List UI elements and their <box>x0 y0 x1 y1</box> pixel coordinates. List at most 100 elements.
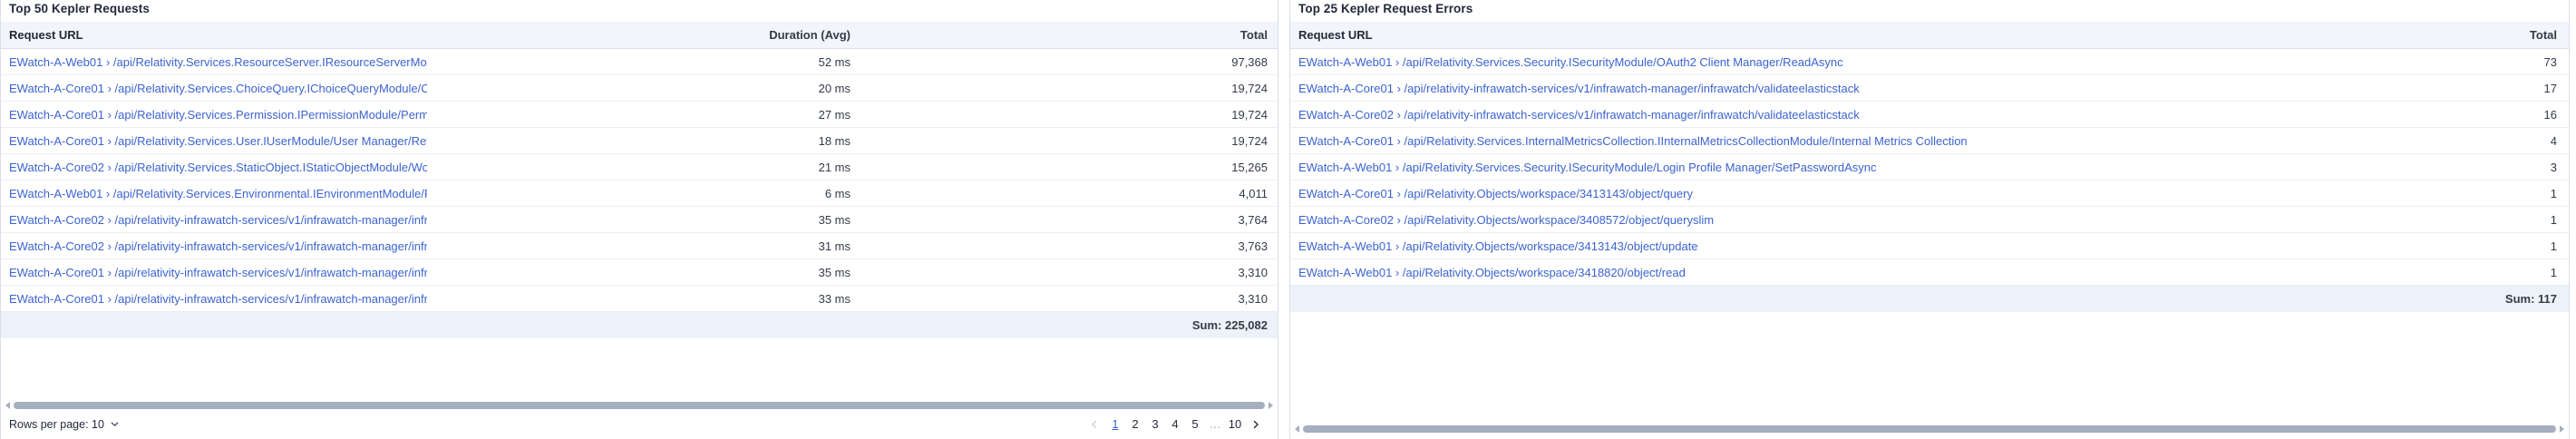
table-row: EWatch-A-Core01 › /api/Relativity.Servic… <box>1 102 1278 128</box>
panel-title: Top 25 Kepler Request Errors <box>1298 2 1473 15</box>
panel-title: Top 50 Kepler Requests <box>9 2 150 15</box>
total-value: 19,724 <box>1231 107 1268 122</box>
scroll-left-arrow-icon[interactable] <box>5 402 10 409</box>
duration-value: 35 ms <box>818 265 851 279</box>
rows-per-page-label: Rows per page: 10 <box>9 417 104 431</box>
table-row: EWatch-A-Web01 › /api/Relativity.Service… <box>1290 154 2569 180</box>
table-header: Request URL Duration (Avg) Total <box>1 22 1278 49</box>
total-value: 3,763 <box>1238 239 1268 253</box>
table-row: EWatch-A-Core01 › /api/Relativity.Servic… <box>1290 128 2569 154</box>
page-button[interactable]: 5 <box>1191 417 1199 431</box>
total-value: 3,310 <box>1238 265 1268 279</box>
request-url-link[interactable]: EWatch-A-Core02 › /api/relativity-infraw… <box>9 239 427 253</box>
page-button[interactable]: 4 <box>1171 417 1179 431</box>
horizontal-scrollbar <box>1 400 1278 411</box>
pagination: 1 2 3 4 5 … 10 <box>1084 414 1267 435</box>
total-value: 17 <box>2543 81 2557 95</box>
request-url-link[interactable]: EWatch-A-Core01 › /api/Relativity.Object… <box>1298 186 1693 200</box>
scroll-left-arrow-icon[interactable] <box>1295 425 1299 433</box>
column-header-total[interactable]: Total <box>1239 28 1268 42</box>
total-value: 1 <box>2550 239 2557 253</box>
request-url-link[interactable]: EWatch-A-Core01 › /api/Relativity.Servic… <box>1298 133 1968 148</box>
request-url-link[interactable]: EWatch-A-Core01 › /api/Relativity.Servic… <box>9 81 427 95</box>
table-row: EWatch-A-Core01 › /api/Relativity.Object… <box>1290 180 2569 207</box>
top-requests-panel: Top 50 Kepler Requests Request URL Durat… <box>0 0 1278 439</box>
total-value: 73 <box>2543 54 2557 69</box>
previous-page-chevron-left-icon[interactable] <box>1084 414 1105 435</box>
total-value: 3,310 <box>1238 291 1268 306</box>
table-row: EWatch-A-Web01 › /api/Relativity.Objects… <box>1290 233 2569 259</box>
column-header-duration-avg[interactable]: Duration (Avg) <box>769 28 851 42</box>
request-url-link[interactable]: EWatch-A-Core02 › /api/Relativity.Object… <box>1298 212 1715 227</box>
duration-value: 21 ms <box>818 160 851 174</box>
table-row: EWatch-A-Core01 › /api/relativity-infraw… <box>1 259 1278 286</box>
request-url-link[interactable]: EWatch-A-Core01 › /api/relativity-infraw… <box>9 265 427 279</box>
total-value: 1 <box>2550 265 2557 279</box>
horizontal-scrollbar <box>1290 424 2569 434</box>
request-url-link[interactable]: EWatch-A-Core02 › /api/relativity-infraw… <box>9 212 427 227</box>
total-value: 3 <box>2550 160 2557 174</box>
duration-value: 6 ms <box>824 186 851 200</box>
table-row: EWatch-A-Core02 › /api/Relativity.Servic… <box>1 154 1278 180</box>
sum-total: Sum: 117 <box>2504 292 2557 306</box>
table-row: EWatch-A-Core01 › /api/Relativity.Servic… <box>1 128 1278 154</box>
request-url-link[interactable]: EWatch-A-Web01 › /api/Relativity.Objects… <box>1298 265 1686 279</box>
duration-value: 27 ms <box>818 107 851 122</box>
page-button[interactable]: 1 <box>1112 417 1119 431</box>
total-value: 1 <box>2550 186 2557 200</box>
table-row: EWatch-A-Web01 › /api/Relativity.Service… <box>1290 49 2569 75</box>
request-url-link[interactable]: EWatch-A-Web01 › /api/Relativity.Service… <box>1298 160 1877 174</box>
top-request-errors-panel: Top 25 Kepler Request Errors Request URL… <box>1289 0 2570 439</box>
request-url-link[interactable]: EWatch-A-Web01 › /api/Relativity.Service… <box>9 186 427 200</box>
sum-row: Sum: 117 <box>1290 286 2569 312</box>
scrollbar-thumb[interactable] <box>1303 425 2556 433</box>
scroll-right-arrow-icon[interactable] <box>1269 402 1273 409</box>
column-header-total[interactable]: Total <box>2529 28 2557 42</box>
request-url-link[interactable]: EWatch-A-Web01 › /api/Relativity.Service… <box>9 54 427 69</box>
total-value: 4,011 <box>1239 186 1268 200</box>
table-row: EWatch-A-Core02 › /api/relativity-infraw… <box>1290 102 2569 128</box>
table-row: EWatch-A-Core01 › /api/Relativity.Servic… <box>1 75 1278 102</box>
page-button[interactable]: 3 <box>1152 417 1159 431</box>
scrollbar-thumb[interactable] <box>14 402 1265 409</box>
request-url-link[interactable]: EWatch-A-Web01 › /api/Relativity.Objects… <box>1298 239 1698 253</box>
duration-value: 35 ms <box>818 212 851 227</box>
sum-row: Sum: 225,082 <box>1 312 1278 338</box>
total-value: 4 <box>2550 133 2557 148</box>
table-row: EWatch-A-Core01 › /api/relativity-infraw… <box>1 286 1278 312</box>
total-value: 3,764 <box>1238 212 1268 227</box>
table-row: EWatch-A-Web01 › /api/Relativity.Objects… <box>1290 259 2569 286</box>
table-row: EWatch-A-Core02 › /api/relativity-infraw… <box>1 207 1278 233</box>
duration-value: 52 ms <box>818 54 851 69</box>
next-page-chevron-right-icon[interactable] <box>1245 414 1267 435</box>
scroll-right-arrow-icon[interactable] <box>2560 425 2564 433</box>
duration-value: 31 ms <box>818 239 851 253</box>
total-value: 97,368 <box>1231 54 1268 69</box>
request-url-link[interactable]: EWatch-A-Core02 › /api/relativity-infraw… <box>1298 107 1860 122</box>
table-row: EWatch-A-Web01 › /api/Relativity.Service… <box>1 49 1278 75</box>
page-button[interactable]: 10 <box>1228 417 1242 431</box>
request-url-link[interactable]: EWatch-A-Core02 › /api/Relativity.Servic… <box>9 160 427 174</box>
request-url-link[interactable]: EWatch-A-Web01 › /api/Relativity.Service… <box>1298 54 1843 69</box>
duration-value: 20 ms <box>818 81 851 95</box>
pagination-ellipsis: … <box>1209 417 1221 431</box>
request-url-link[interactable]: EWatch-A-Core01 › /api/Relativity.Servic… <box>9 107 427 122</box>
duration-value: 18 ms <box>818 133 851 148</box>
chevron-down-icon <box>110 419 120 429</box>
total-value: 19,724 <box>1231 133 1268 148</box>
request-url-link[interactable]: EWatch-A-Core01 › /api/Relativity.Servic… <box>9 133 427 148</box>
page-button[interactable]: 2 <box>1132 417 1139 431</box>
table-row: EWatch-A-Core01 › /api/relativity-infraw… <box>1290 75 2569 102</box>
rows-per-page-button[interactable]: Rows per page: 10 <box>9 418 120 431</box>
table-header: Request URL Total <box>1290 22 2569 49</box>
request-url-link[interactable]: EWatch-A-Core01 › /api/relativity-infraw… <box>1298 81 1860 95</box>
duration-value: 33 ms <box>818 291 851 306</box>
column-header-request-url[interactable]: Request URL <box>9 28 83 42</box>
table-row: EWatch-A-Core02 › /api/relativity-infraw… <box>1 233 1278 259</box>
total-value: 19,724 <box>1231 81 1268 95</box>
table-row: EWatch-A-Core02 › /api/Relativity.Object… <box>1290 207 2569 233</box>
total-value: 1 <box>2550 212 2557 227</box>
request-url-link[interactable]: EWatch-A-Core01 › /api/relativity-infraw… <box>9 291 427 306</box>
column-header-request-url[interactable]: Request URL <box>1298 28 1373 42</box>
total-value: 16 <box>2543 107 2557 122</box>
